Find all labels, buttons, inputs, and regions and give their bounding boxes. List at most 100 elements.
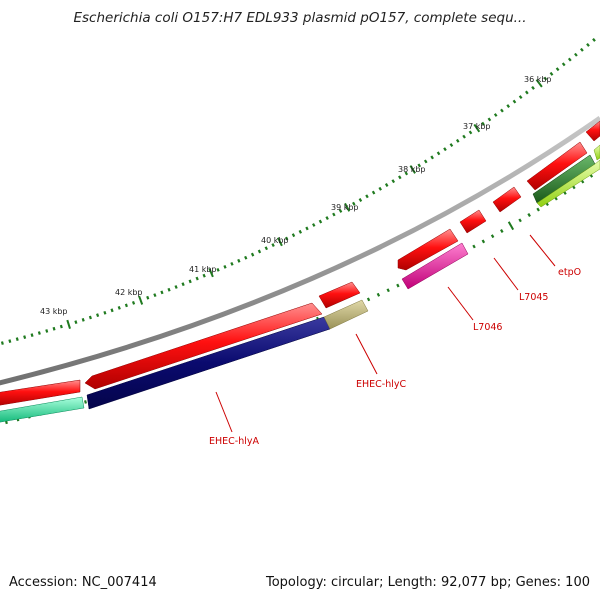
ruler-minor-tick bbox=[305, 226, 309, 231]
ruler-minor-tick bbox=[174, 285, 178, 289]
ruler-minor-tick bbox=[555, 67, 560, 72]
feature-ehec-hlyc bbox=[323, 299, 369, 330]
ruler-minor-tick bbox=[481, 121, 485, 126]
kbp-label-43: 43 kbp bbox=[40, 307, 68, 316]
ruler-minor-tick bbox=[103, 310, 107, 315]
gene-callouts bbox=[215, 234, 556, 433]
ruler-minor-tick bbox=[146, 295, 150, 300]
gene-label-ehec-hlyc[interactable]: EHEC-hlyC bbox=[356, 379, 406, 390]
feature-forward-3 bbox=[318, 281, 361, 309]
ruler-minor-tick bbox=[506, 104, 511, 109]
kbp-ruler-ticks bbox=[0, 38, 596, 345]
feature-reverse-teal bbox=[0, 396, 85, 423]
ruler-minor-tick bbox=[312, 223, 316, 227]
ruler-minor-tick bbox=[398, 175, 402, 180]
ruler-minor-tick bbox=[531, 85, 535, 90]
ruler-minor-tick bbox=[74, 320, 78, 325]
ruler-minor-tick bbox=[378, 186, 382, 191]
ruler-minor-tick bbox=[271, 243, 275, 247]
feature-reverse-lime-2 bbox=[593, 144, 600, 161]
feature-forward-4 bbox=[397, 228, 459, 271]
accession-text: Accession: NC_007414 bbox=[9, 575, 157, 590]
ruler-minor-tick bbox=[81, 317, 85, 322]
ruler-minor-tick bbox=[404, 171, 409, 176]
ruler-minor-tick bbox=[512, 99, 517, 104]
gene-label-etpo[interactable]: etpO bbox=[558, 267, 581, 278]
ruler-major-tick bbox=[473, 123, 481, 133]
ruler-minor-tick bbox=[549, 71, 554, 76]
ruler-major-tick bbox=[507, 221, 515, 231]
gene-label-l7046[interactable]: L7046 bbox=[473, 322, 502, 333]
ruler-minor-tick bbox=[436, 151, 441, 156]
ruler-minor-tick bbox=[391, 179, 396, 184]
ruler-minor-tick bbox=[567, 57, 572, 62]
ruler-major-tick bbox=[409, 165, 416, 174]
map-title: Escherichia coli O157:H7 EDL933 plasmid … bbox=[73, 10, 527, 26]
ruler-minor-tick bbox=[493, 113, 498, 117]
ruler-minor-tick bbox=[455, 138, 460, 143]
kbp-label-40: 40 kbp bbox=[261, 236, 289, 245]
feature-forward-1 bbox=[0, 379, 81, 406]
ruler-minor-tick bbox=[96, 313, 100, 318]
feature-forward-2 bbox=[84, 302, 323, 390]
ruler-minor-tick bbox=[384, 183, 389, 187]
ruler-minor-tick bbox=[500, 229, 504, 233]
ruler-minor-tick bbox=[291, 233, 296, 238]
kbp-label-41: 41 kbp bbox=[189, 265, 217, 274]
ruler-minor-tick bbox=[160, 290, 164, 295]
ruler-minor-tick bbox=[518, 218, 522, 223]
ruler-minor-tick bbox=[131, 301, 136, 305]
ruler-minor-tick bbox=[230, 261, 234, 266]
ruler-minor-tick bbox=[181, 282, 185, 287]
ruler-minor-tick bbox=[472, 244, 476, 249]
ruler-minor-tick bbox=[518, 95, 523, 100]
ruler-minor-tick bbox=[487, 117, 492, 122]
kbp-label-39: 39 kbp bbox=[331, 203, 359, 212]
ruler-minor-tick bbox=[223, 264, 227, 269]
topology-summary: Topology: circular; Length: 92,077 bp; G… bbox=[265, 575, 590, 590]
ruler-minor-tick bbox=[30, 333, 34, 338]
ruler-minor-tick bbox=[365, 194, 369, 199]
ruler-minor-tick bbox=[15, 337, 19, 342]
feature-forward-5 bbox=[459, 209, 487, 234]
kbp-label-37: 37 kbp bbox=[463, 122, 491, 131]
ruler-minor-tick bbox=[45, 329, 49, 333]
ruler-minor-tick bbox=[298, 229, 302, 234]
ruler-minor-tick bbox=[37, 331, 41, 335]
ruler-minor-tick bbox=[167, 287, 171, 292]
ruler-minor-tick bbox=[358, 198, 363, 202]
ruler-minor-tick bbox=[490, 234, 495, 239]
ruler-major-tick bbox=[344, 202, 351, 212]
ruler-major-tick bbox=[277, 237, 283, 247]
ruler-minor-tick bbox=[250, 252, 255, 257]
gene-label-l7045[interactable]: L7045 bbox=[519, 292, 548, 303]
ruler-minor-tick bbox=[257, 249, 262, 254]
ruler-minor-tick bbox=[371, 190, 376, 195]
ruler-minor-tick bbox=[443, 147, 447, 152]
ruler-minor-tick bbox=[318, 219, 323, 224]
ruler-minor-tick bbox=[8, 339, 12, 344]
ruler-minor-tick bbox=[0, 341, 4, 345]
ruler-minor-tick bbox=[84, 400, 87, 404]
ruler-minor-tick bbox=[117, 306, 121, 310]
ruler-minor-tick bbox=[52, 326, 56, 331]
ruler-major-tick bbox=[66, 319, 71, 329]
ruler-minor-tick bbox=[449, 143, 454, 148]
ruler-minor-tick bbox=[500, 108, 504, 113]
ruler-minor-tick bbox=[338, 208, 343, 213]
ruler-minor-tick bbox=[264, 246, 268, 251]
ruler-minor-tick bbox=[124, 303, 128, 308]
ruler-minor-tick bbox=[153, 293, 157, 298]
gene-label-ehec-hlya[interactable]: EHEC-hlyA bbox=[209, 436, 259, 447]
ruler-minor-tick bbox=[376, 292, 381, 297]
ruler-minor-tick bbox=[386, 288, 390, 293]
ruler-minor-tick bbox=[396, 283, 400, 288]
ruler-minor-tick bbox=[574, 52, 578, 57]
ruler-minor-tick bbox=[237, 258, 241, 263]
ruler-minor-tick bbox=[110, 308, 114, 313]
ruler-major-tick bbox=[208, 268, 214, 278]
ruler-minor-tick bbox=[352, 201, 356, 206]
ruler-minor-tick bbox=[481, 239, 486, 244]
ruler-minor-tick bbox=[285, 236, 289, 241]
ruler-minor-tick bbox=[468, 130, 473, 135]
